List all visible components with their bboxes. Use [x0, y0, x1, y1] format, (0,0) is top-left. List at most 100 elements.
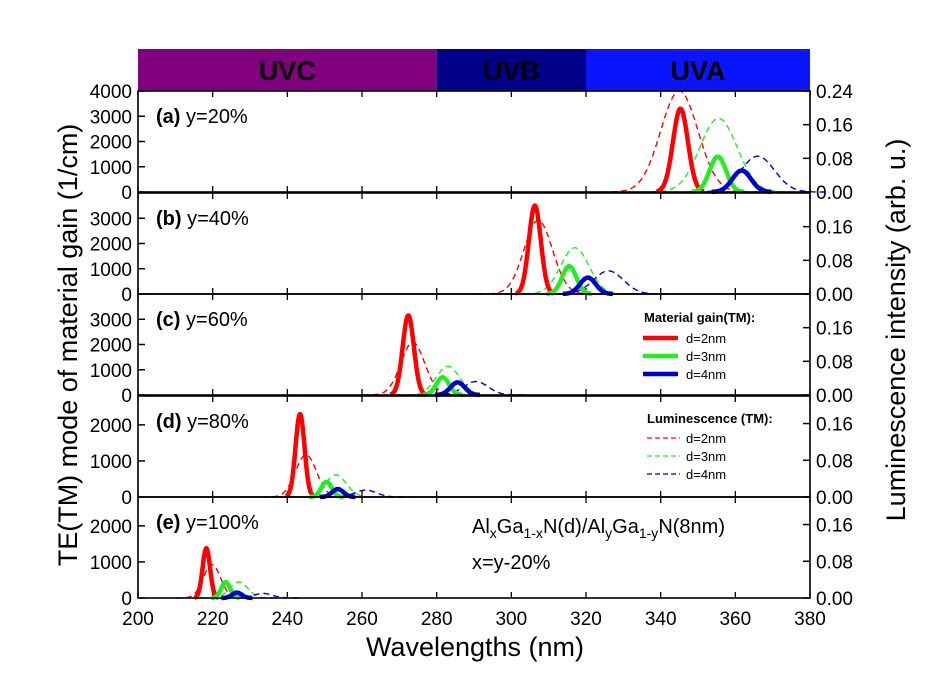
gain-tick-label: 3000	[90, 209, 132, 230]
gain-curve-d3	[307, 479, 345, 500]
lum-tick-label: 0.08	[816, 251, 853, 272]
structure-formula: AlxGa1-xN(d)/AlyGa1-yN(8nm)	[472, 516, 725, 541]
lum-tick-label: 0.16	[816, 415, 853, 436]
lum-tick-label: 0.00	[816, 183, 853, 204]
panel-c: 0 1000 2000 3000 0.00 0.08 0.16 (c) y=60%	[90, 293, 853, 407]
lum-tick-label: 0.16	[816, 116, 853, 137]
panel-value: y=20%	[180, 106, 247, 128]
panel-tag: (d)	[156, 411, 182, 433]
panel-frame	[137, 293, 811, 396]
gain-tick-label: 2000	[90, 133, 132, 154]
gain-curve-d3	[689, 154, 746, 195]
panels: 0 1000 2000 3000 4000 0.00 0.08 0.16 0.24 (a) y=2…	[90, 82, 854, 610]
gain-curve-d2	[388, 313, 428, 397]
formula-sub: x	[490, 525, 497, 541]
gain-curve-d2	[192, 545, 221, 600]
gain-curve-d3	[209, 579, 242, 601]
panel-b: 0 1000 2000 3000 0.00 0.08 0.16 (b) y=40%	[90, 192, 853, 306]
legend-lum-label-d3: d=3nm	[686, 449, 726, 464]
legend-gain-label-d2: d=2nm	[686, 331, 726, 346]
lum-tick-label: 0.08	[816, 352, 853, 373]
legend-lum-label-d2: d=2nm	[686, 431, 726, 446]
gain-tick-label: 2000	[90, 416, 132, 437]
panel-tag: (c)	[156, 309, 180, 331]
lum-tick-label: 0.00	[816, 488, 853, 509]
gain-tick-label: 3000	[90, 107, 132, 128]
lum-tick-label: 0.16	[816, 516, 853, 537]
x-tick-label: 340	[645, 609, 677, 630]
gain-curve-d2	[283, 411, 316, 499]
x-tick-label: 360	[719, 609, 751, 630]
panel-e: 0 1000 2000 0.00 0.08 0.16 (e) y=100%	[90, 496, 853, 610]
gain-tick-label: 3000	[90, 310, 132, 331]
panel-tag: (e)	[156, 512, 180, 534]
x-tick-label: 300	[495, 609, 527, 630]
gain-curve-d4	[709, 168, 774, 195]
lum-tick-label: 0.00	[816, 589, 853, 610]
panel-value: y=100%	[180, 512, 259, 534]
lum-tick-label: 0.16	[816, 218, 853, 239]
lum-tick-label: 0.16	[816, 319, 853, 340]
lum-tick-label: 0.08	[816, 149, 853, 170]
legend-lum-label-d4: d=4nm	[686, 467, 726, 482]
panel-label: (b) y=40%	[156, 208, 249, 230]
band-label-uvb: UVB	[483, 56, 540, 86]
gain-curve-d4	[432, 380, 482, 398]
left-y-axis-title: TE(TM) mode of material gain (1/cm)	[53, 124, 83, 567]
gain-tick-label: 0	[121, 183, 132, 204]
structure-note: x=y-20%	[472, 552, 551, 574]
gain-tick-label: 0	[121, 589, 132, 610]
gain-tick-label: 2000	[90, 235, 132, 256]
uv-band-strip: UVC UVB UVA	[138, 49, 810, 91]
legend-lum-title: Luminescence (TM):	[647, 411, 773, 426]
panel-value: y=40%	[182, 208, 249, 230]
gain-tick-label: 0	[121, 488, 132, 509]
x-axis: 200 220 240 260 280 300 320 340 360 380	[122, 609, 826, 630]
panel-label: (c) y=60%	[156, 309, 248, 331]
panel-a: 0 1000 2000 3000 4000 0.00 0.08 0.16 0.24 (a) y=2…	[90, 82, 854, 204]
band-uvb	[436, 49, 586, 91]
x-tick-label: 260	[346, 609, 378, 630]
gain-tick-label: 1000	[90, 553, 132, 574]
x-axis-title: Wavelengths (nm)	[366, 632, 584, 662]
formula-sub: 1-y	[639, 525, 658, 541]
formula-sub: 1-x	[523, 525, 542, 541]
structure-annotation: AlxGa1-xN(d)/AlyGa1-yN(8nm) x=y-20%	[472, 516, 725, 574]
gain-tick-label: 4000	[90, 82, 132, 103]
x-tick-label: 220	[197, 609, 229, 630]
gain-tick-label: 2000	[90, 336, 132, 357]
band-uva	[586, 49, 810, 91]
panel-label: (e) y=100%	[156, 512, 259, 534]
lum-curve-d3	[397, 365, 498, 396]
gain-tick-label: 1000	[90, 260, 132, 281]
gain-curve-d2	[513, 203, 556, 296]
gain-tick-label: 1000	[90, 158, 132, 179]
legend-gain-label-d3: d=3nm	[686, 349, 726, 364]
gain-tick-label: 0	[121, 386, 132, 407]
band-uvc	[138, 49, 437, 91]
gain-tick-label: 2000	[90, 517, 132, 538]
gain-curve-d3	[420, 375, 465, 398]
formula-part: Al	[472, 516, 490, 538]
panel-value: y=80%	[182, 411, 249, 433]
panel-label: (a) y=20%	[156, 106, 248, 128]
panel-frame	[137, 90, 811, 193]
formula-part: Ga	[612, 516, 640, 538]
x-tick-label: 240	[271, 609, 303, 630]
gain-curve-d3	[544, 263, 594, 297]
lum-curve-d3	[515, 246, 634, 295]
legend-gain-label-d4: d=4nm	[686, 367, 726, 382]
band-label-uvc: UVC	[259, 56, 316, 86]
lum-tick-label: 0.00	[816, 386, 853, 407]
legend-gain-title: Material gain(TM):	[644, 310, 755, 325]
gain-tick-label: 0	[121, 285, 132, 306]
right-y-axis-title: Luminescence intensity (arb. u.)	[881, 139, 911, 522]
formula-part: Ga	[497, 516, 525, 538]
lum-tick-label: 0.08	[816, 552, 853, 573]
lum-tick-label: 0.08	[816, 451, 853, 472]
panel-frame	[137, 496, 811, 599]
gain-curve-d4	[560, 275, 615, 297]
panel-d: 0 1000 2000 0.00 0.08 0.16 (d) y=80%	[90, 395, 853, 509]
band-label-uva: UVA	[670, 56, 725, 86]
